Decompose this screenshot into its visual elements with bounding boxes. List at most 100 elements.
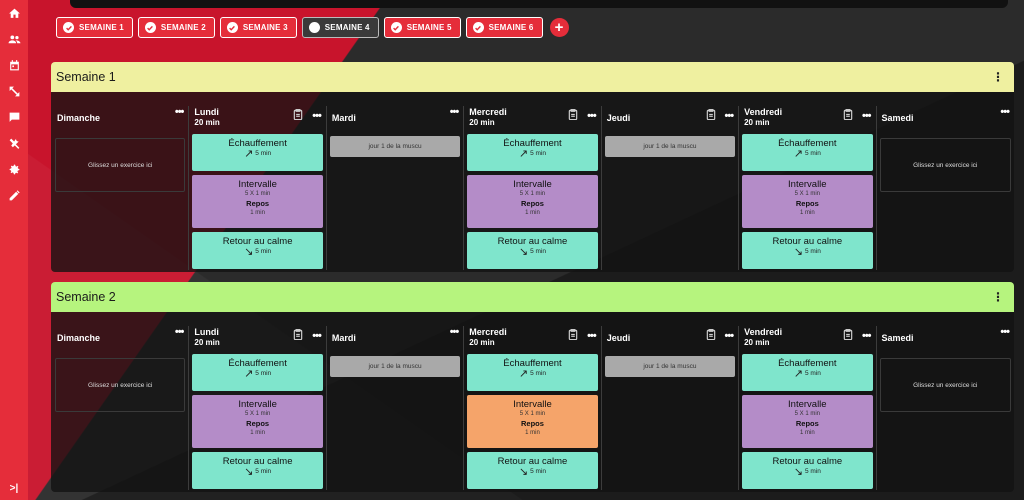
interval-card[interactable]: Intervalle 5 X 1 min Repos 1 min — [467, 175, 598, 228]
day-column-lundi: Lundi 20 min ••• Échauffement ↗ 5 min Interval… — [189, 106, 327, 270]
interval-card[interactable]: Intervalle 5 X 1 min Repos 1 min — [742, 175, 873, 228]
swap-icon[interactable] — [0, 78, 28, 104]
arrow-up-right-icon: ↗ — [244, 148, 254, 160]
note-card[interactable]: jour 1 de la muscu — [329, 356, 461, 377]
more-horiz-icon[interactable]: ••• — [449, 326, 460, 338]
note-card[interactable]: jour 1 de la muscu — [604, 136, 736, 157]
day-info: Dimanche — [57, 106, 100, 124]
interval-card[interactable]: Intervalle 5 X 1 min Repos 1 min — [192, 395, 323, 448]
more-horiz-icon[interactable]: ••• — [861, 329, 872, 342]
pencil-icon[interactable] — [0, 182, 28, 208]
card-title: Intervalle — [788, 179, 827, 190]
tab-semaine-5[interactable]: SEMAINE 5 — [383, 17, 461, 38]
collapse-sidebar-button[interactable]: >| — [9, 482, 19, 494]
day-info: Mercredi 20 min — [469, 106, 507, 128]
clipboard-icon[interactable] — [843, 107, 853, 125]
cooldown-card[interactable]: Retour au calme ↘ 5 min — [467, 452, 598, 489]
clipboard-icon[interactable] — [706, 107, 716, 125]
day-header: Dimanche ••• — [55, 106, 185, 134]
warmup-card[interactable]: Échauffement ↗ 5 min — [742, 134, 873, 171]
day-name: Mercredi — [469, 327, 507, 337]
day-column-samedi: Samedi ••• Glissez un exercice ici — [877, 106, 1014, 270]
dropzone[interactable]: Glissez un exercice ici — [55, 138, 186, 192]
more-horiz-icon[interactable]: ••• — [312, 109, 322, 122]
day-column-dimanche: Dimanche ••• Glissez un exercice ici — [52, 106, 190, 270]
home-icon[interactable] — [0, 0, 28, 26]
day-header: Dimanche ••• — [55, 326, 185, 354]
tab-semaine-2[interactable]: SEMAINE 2 — [137, 17, 215, 38]
interval-reps: 5 X 1 min — [519, 191, 546, 197]
dropzone[interactable]: Glissez un exercice ici — [55, 358, 186, 412]
chat-icon[interactable] — [0, 104, 28, 130]
cooldown-card[interactable]: Retour au calme ↘ 5 min — [192, 452, 323, 489]
cooldown-card[interactable]: Retour au calme ↘ 5 min — [192, 232, 323, 269]
interval-card[interactable]: Intervalle 5 X 1 min Repos 1 min — [742, 395, 873, 448]
more-horiz-icon[interactable]: ••• — [1000, 106, 1010, 118]
week-header: Semaine 1 ⋮ — [51, 62, 1014, 92]
interval-card[interactable]: Intervalle 5 X 1 min Repos 1 min — [192, 175, 323, 228]
day-header: Vendredi 20 min ••• — [742, 106, 872, 134]
day-column-jeudi: Jeudi ••• jour 1 de la muscu — [602, 106, 740, 270]
settings-icon[interactable] — [0, 156, 28, 182]
warmup-card[interactable]: Échauffement ↗ 5 min — [742, 354, 873, 391]
duration-text: 5 min — [255, 468, 272, 475]
people-icon[interactable] — [0, 26, 28, 52]
card-title: Retour au calme — [772, 456, 843, 467]
day-column-vendredi: Vendredi 20 min ••• Échauffement ↗ 5 min Inter… — [739, 326, 877, 490]
more-horiz-icon[interactable]: ••• — [312, 329, 322, 342]
more-horiz-icon[interactable]: ••• — [174, 106, 185, 118]
cooldown-card[interactable]: Retour au calme ↘ 5 min — [742, 452, 873, 489]
more-horiz-icon[interactable]: ••• — [174, 326, 185, 338]
clipboard-icon[interactable] — [843, 327, 853, 345]
dropzone[interactable]: Glissez un exercice ici — [879, 358, 1011, 412]
tab-semaine-6[interactable]: SEMAINE 6 — [465, 17, 543, 38]
tab-label: SEMAINE 2 — [160, 23, 206, 32]
add-week-button[interactable]: + — [549, 18, 569, 37]
cooldown-card[interactable]: Retour au calme ↘ 5 min — [467, 232, 598, 269]
tab-label: SEMAINE 3 — [242, 23, 288, 32]
clipboard-icon[interactable] — [568, 107, 578, 125]
day-info: Mardi — [332, 326, 356, 344]
warmup-card[interactable]: Échauffement ↗ 5 min — [467, 134, 598, 171]
interval-reps: 5 X 1 min — [794, 411, 820, 417]
note-card[interactable]: jour 1 de la muscu — [329, 136, 461, 157]
day-name: Jeudi — [606, 333, 631, 343]
more-horiz-icon[interactable]: ••• — [724, 109, 735, 122]
day-actions: ••• — [174, 326, 185, 338]
more-vert-icon[interactable]: ⋮ — [992, 290, 1004, 304]
card-title: Retour au calme — [497, 236, 568, 247]
warmup-card[interactable]: Échauffement ↗ 5 min — [192, 354, 323, 391]
warmup-card[interactable]: Échauffement ↗ 5 min — [192, 134, 323, 171]
interval-reps: 5 X 1 min — [244, 411, 271, 417]
duration-text: 5 min — [804, 370, 821, 377]
calendar-icon[interactable] — [0, 52, 28, 78]
more-horiz-icon[interactable]: ••• — [724, 329, 735, 342]
more-horiz-icon[interactable]: ••• — [449, 106, 460, 118]
card-title: Échauffement — [228, 358, 287, 369]
clipboard-icon[interactable] — [293, 107, 303, 125]
cooldown-card[interactable]: Retour au calme ↘ 5 min — [742, 232, 873, 269]
tools-icon[interactable] — [0, 130, 28, 156]
clipboard-icon[interactable] — [568, 327, 578, 345]
tab-semaine-3[interactable]: SEMAINE 3 — [219, 17, 297, 38]
tab-semaine-4[interactable]: SEMAINE 4 — [301, 17, 379, 38]
interval-card[interactable]: Intervalle 5 X 1 min Repos 1 min — [467, 395, 598, 448]
day-header: Jeudi ••• — [605, 326, 735, 354]
warmup-card[interactable]: Échauffement ↗ 5 min — [467, 354, 598, 391]
more-horiz-icon[interactable]: ••• — [1000, 326, 1010, 338]
dropzone[interactable]: Glissez un exercice ici — [879, 138, 1011, 192]
more-horiz-icon[interactable]: ••• — [587, 329, 597, 342]
check-circle-icon — [390, 22, 402, 33]
more-horiz-icon[interactable]: ••• — [861, 109, 872, 122]
day-info: Mardi — [332, 106, 356, 124]
clipboard-icon[interactable] — [706, 327, 716, 345]
more-horiz-icon[interactable]: ••• — [587, 109, 597, 122]
more-vert-icon[interactable]: ⋮ — [992, 70, 1004, 84]
arrow-down-right-icon: ↘ — [518, 466, 529, 478]
tab-semaine-1[interactable]: SEMAINE 1 — [56, 17, 133, 38]
card-duration: ↗ 5 min — [467, 149, 597, 160]
arrow-down-right-icon: ↘ — [518, 246, 529, 258]
note-card[interactable]: jour 1 de la muscu — [604, 356, 736, 377]
clipboard-icon[interactable] — [293, 327, 303, 345]
card-title: Intervalle — [513, 179, 552, 190]
